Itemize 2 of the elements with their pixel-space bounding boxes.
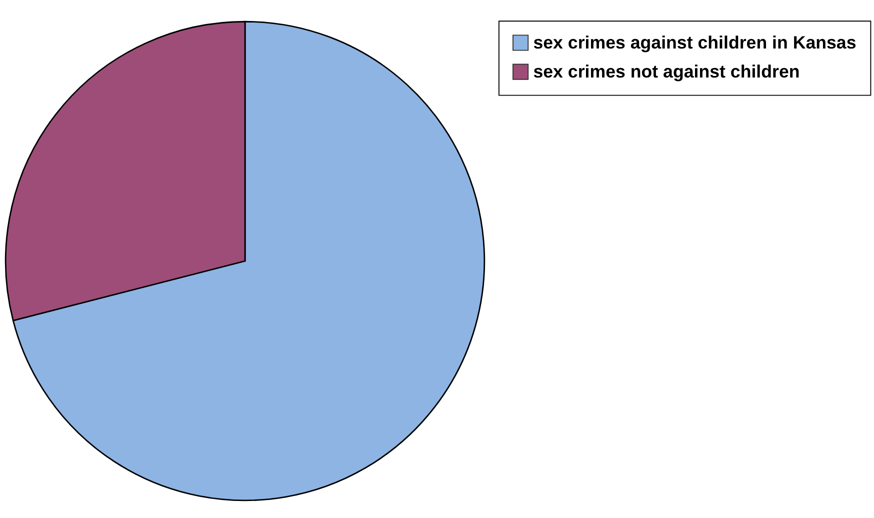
legend-label: sex crimes against children in Kansas: [533, 32, 856, 52]
legend-label: sex crimes not against children: [533, 61, 800, 82]
